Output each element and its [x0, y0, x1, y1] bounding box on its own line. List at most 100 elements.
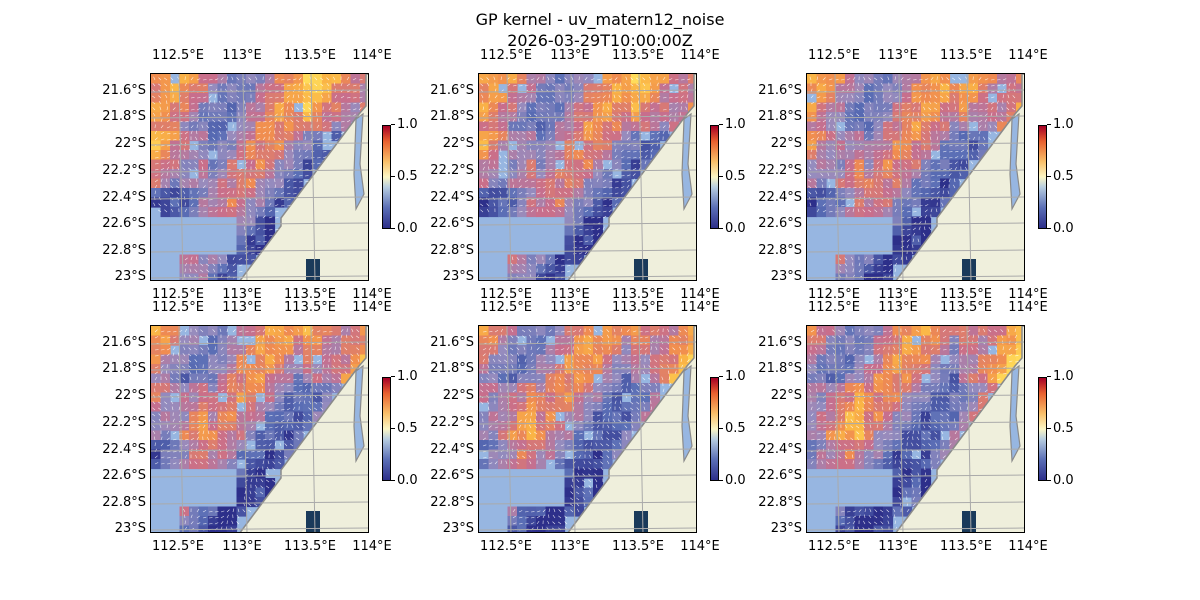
wind-vector	[906, 211, 911, 213]
data-cell	[227, 102, 238, 113]
data-cell	[536, 459, 547, 470]
data-cell	[583, 468, 594, 479]
wind-vector	[196, 211, 201, 213]
wind-vector	[224, 107, 228, 111]
wind-vector	[182, 377, 186, 381]
wind-vector	[632, 173, 636, 177]
wind-vector	[486, 77, 490, 81]
data-cell	[807, 131, 818, 142]
wind-vector	[254, 389, 258, 393]
land-area	[239, 326, 368, 532]
colorbar-tick-label: 1.0	[391, 117, 418, 132]
wind-vector	[614, 384, 619, 387]
data-cell	[574, 383, 585, 394]
wind-vector	[262, 414, 267, 417]
wind-vector	[851, 94, 854, 99]
wind-vector	[158, 77, 162, 81]
data-cell	[940, 150, 951, 161]
wind-vector	[524, 100, 527, 105]
wind-vector	[308, 407, 312, 411]
data-cell	[189, 159, 200, 170]
wind-vector	[250, 139, 255, 141]
wind-vector	[542, 191, 546, 195]
data-cell	[246, 402, 257, 413]
data-cell	[507, 121, 518, 132]
wind-vector	[650, 154, 652, 159]
wind-vector	[320, 77, 324, 81]
data-cell	[864, 121, 875, 132]
data-cell	[151, 150, 162, 161]
data-cell	[151, 440, 162, 451]
data-cell	[816, 159, 827, 170]
wind-vector	[668, 113, 672, 117]
wind-vector	[560, 348, 565, 351]
wind-vector	[840, 210, 845, 213]
data-cell	[246, 497, 257, 508]
wind-vector	[184, 136, 188, 141]
wind-vector	[194, 167, 198, 171]
data-cell	[526, 459, 537, 470]
wind-vector	[602, 193, 607, 195]
data-cell	[488, 83, 499, 94]
wind-vector	[278, 455, 282, 459]
wind-vector	[510, 149, 514, 153]
wind-vector	[165, 412, 168, 417]
wind-vector	[934, 95, 938, 99]
data-cell	[284, 402, 295, 413]
wind-vector	[268, 216, 273, 219]
wind-vector	[888, 138, 893, 141]
data-cell	[526, 264, 537, 275]
wind-vector	[278, 335, 282, 339]
wind-vector	[314, 83, 318, 87]
gridline-lat	[479, 89, 696, 93]
wind-vector	[316, 124, 320, 129]
gridline-lat	[151, 367, 368, 371]
wind-vector	[238, 337, 243, 339]
wind-vector	[560, 112, 564, 117]
data-cell	[236, 74, 247, 85]
wind-vector	[625, 118, 628, 123]
wind-vector	[954, 150, 959, 153]
data-cell	[236, 188, 247, 199]
wind-vector	[334, 352, 336, 357]
lon-tick-label: 114°E	[680, 287, 720, 302]
wind-vector	[272, 149, 276, 153]
wind-vector	[668, 124, 670, 129]
data-cell	[331, 74, 342, 85]
wind-vector	[536, 389, 541, 393]
wind-vector	[236, 514, 240, 519]
wind-vector	[286, 172, 290, 177]
wind-vector	[838, 119, 842, 123]
data-cell	[555, 93, 566, 104]
wind-vector	[358, 102, 363, 105]
wind-vector	[237, 106, 240, 111]
wind-vector	[642, 82, 646, 87]
wind-vector	[184, 82, 187, 87]
data-cell	[845, 74, 856, 85]
wind-vector	[662, 83, 667, 87]
wind-vector	[200, 257, 204, 261]
wind-vector	[493, 76, 496, 81]
wind-vector	[924, 154, 926, 159]
data-cell	[265, 345, 276, 356]
wind-vector	[850, 107, 854, 111]
data-cell	[479, 197, 490, 208]
data-cell	[217, 459, 228, 470]
data-cell	[507, 449, 518, 460]
data-cell	[826, 197, 837, 208]
wind-vector	[900, 130, 903, 135]
wind-vector	[158, 83, 162, 87]
data-cell	[322, 112, 333, 123]
data-cell	[892, 178, 903, 189]
wind-vector	[160, 118, 163, 123]
wind-vector	[248, 203, 252, 207]
data-cell	[517, 525, 528, 532]
wind-vector	[612, 107, 616, 111]
wind-vector	[254, 484, 258, 489]
wind-vector	[207, 430, 210, 435]
wind-vector	[1006, 107, 1010, 111]
wind-vector	[614, 192, 619, 195]
wind-vector	[302, 107, 306, 111]
data-cell	[864, 159, 875, 170]
wind-vector	[566, 160, 569, 165]
